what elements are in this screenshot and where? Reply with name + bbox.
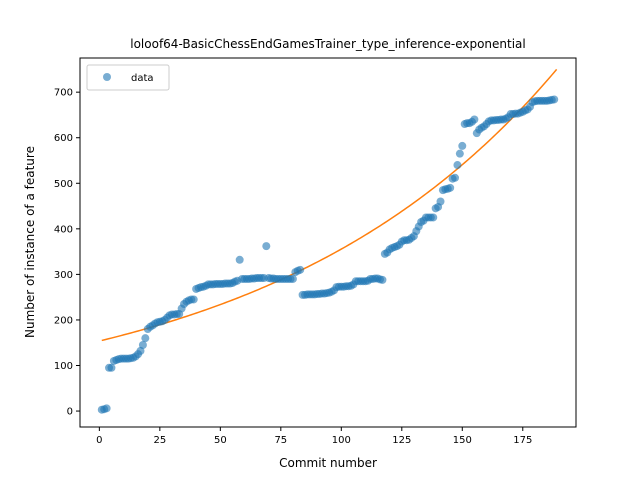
x-tick-label-3: 75 bbox=[274, 435, 287, 446]
data-point-79 bbox=[288, 274, 297, 283]
data-point-116 bbox=[378, 275, 387, 284]
y-tick-label-6: 600 bbox=[54, 133, 73, 144]
points-layer bbox=[97, 95, 559, 414]
y-axis-label: Number of instance of a feature bbox=[23, 146, 37, 338]
data-point-57 bbox=[235, 255, 244, 264]
data-point-2 bbox=[102, 404, 111, 413]
data-point-68 bbox=[262, 242, 271, 251]
legend: data bbox=[86, 64, 170, 91]
legend-label-data: data bbox=[131, 73, 154, 84]
x-tick-label-5: 125 bbox=[392, 435, 411, 446]
y-tick-label-5: 500 bbox=[54, 179, 73, 190]
data-point-144 bbox=[446, 183, 455, 192]
chart-title: loloof64-BasicChessEndGamesTrainer_type_… bbox=[130, 37, 526, 51]
x-tick-label-6: 150 bbox=[453, 435, 472, 446]
y-tick-label-3: 300 bbox=[54, 270, 73, 281]
data-point-17 bbox=[138, 341, 147, 349]
data-point-149 bbox=[458, 141, 467, 150]
data-point-140 bbox=[436, 197, 445, 206]
y-tick-label-4: 400 bbox=[54, 224, 73, 235]
data-point-154 bbox=[470, 115, 479, 124]
data-point-38 bbox=[189, 295, 198, 304]
data-point-147 bbox=[453, 161, 462, 170]
data-point-146 bbox=[451, 173, 460, 182]
fit-layer bbox=[101, 68, 558, 342]
y-tick-label-1: 100 bbox=[54, 361, 73, 372]
data-point-137 bbox=[429, 213, 438, 222]
data-point-148 bbox=[455, 149, 464, 158]
y-tick-label-2: 200 bbox=[54, 315, 73, 326]
x-tick-label-4: 100 bbox=[332, 435, 351, 446]
x-tick-label-7: 175 bbox=[513, 435, 532, 446]
data-point-82 bbox=[296, 265, 305, 274]
legend-marker-data bbox=[103, 73, 111, 81]
plot-frame bbox=[79, 57, 577, 428]
data-point-18 bbox=[141, 334, 150, 343]
exponential-fit-line bbox=[101, 68, 558, 342]
x-tick-label-0: 0 bbox=[96, 435, 102, 446]
y-tick-label-7: 700 bbox=[54, 88, 73, 99]
x-tick-label-2: 50 bbox=[214, 435, 227, 446]
data-point-4 bbox=[107, 363, 116, 372]
data-point-187 bbox=[550, 95, 559, 104]
x-tick-label-1: 25 bbox=[153, 435, 166, 446]
legend-box bbox=[86, 64, 170, 91]
x-axis-label: Commit number bbox=[279, 456, 377, 470]
ticks-layer: 0 25 50 75 100 125 150 175 0 100 200 300 400 500 600 70… bbox=[54, 88, 532, 446]
y-tick-label-0: 0 bbox=[67, 407, 73, 418]
